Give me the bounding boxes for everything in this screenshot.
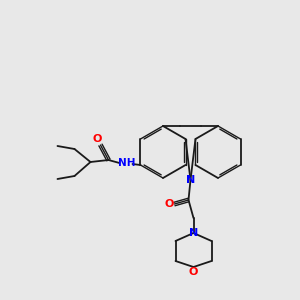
Text: O: O <box>189 267 198 277</box>
Text: NH: NH <box>118 158 135 168</box>
Text: O: O <box>165 199 174 209</box>
Text: O: O <box>93 134 102 144</box>
Text: N: N <box>189 228 198 238</box>
Text: N: N <box>186 175 195 185</box>
